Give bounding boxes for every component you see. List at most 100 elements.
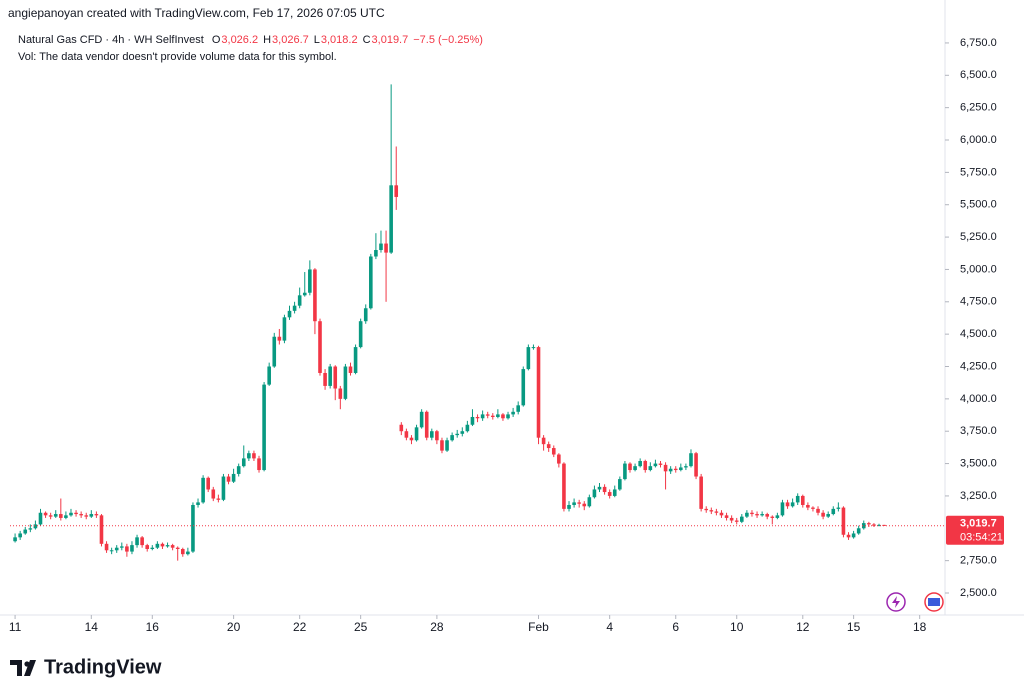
candle-body xyxy=(99,515,104,544)
x-tick-label: 28 xyxy=(430,620,444,634)
candle-body xyxy=(643,460,648,471)
candle-body xyxy=(333,366,338,389)
y-tick-label: 6,500.0 xyxy=(960,69,997,81)
candle-body xyxy=(719,512,724,516)
candle-body xyxy=(160,543,165,547)
candle-body xyxy=(308,269,312,293)
candle-body xyxy=(689,453,693,467)
candle-body xyxy=(211,489,216,499)
candle-body xyxy=(475,416,480,419)
countdown: 03:54:21 xyxy=(960,532,1003,544)
candle-body xyxy=(734,520,739,522)
candle-body xyxy=(460,431,465,434)
logo-mark xyxy=(10,660,36,676)
x-tick-label: 16 xyxy=(146,620,160,634)
x-tick-label: 18 xyxy=(913,620,927,634)
candle-body xyxy=(496,414,500,417)
candle-body xyxy=(551,448,556,455)
candle-body xyxy=(841,507,846,535)
candle-body xyxy=(384,243,388,253)
candle-body xyxy=(541,437,546,445)
candle-body xyxy=(836,507,841,509)
candle-body xyxy=(409,437,414,441)
candle-body xyxy=(424,411,429,438)
candle-body xyxy=(236,466,241,474)
flag-glyph xyxy=(928,598,940,606)
y-tick-label: 3,500.0 xyxy=(960,457,997,469)
candle-body xyxy=(196,502,200,505)
candle-body xyxy=(612,489,617,496)
candle-body xyxy=(328,366,332,386)
candle-body xyxy=(186,551,190,555)
candle-body xyxy=(89,514,94,517)
candle-body xyxy=(582,503,587,507)
candle-body xyxy=(348,366,353,373)
y-tick-label: 2,500.0 xyxy=(960,587,997,599)
candle-body xyxy=(338,388,343,399)
candle-body xyxy=(455,433,460,436)
candle-body xyxy=(816,508,820,513)
candle-body xyxy=(724,515,729,518)
candle-body xyxy=(511,411,515,415)
y-tick-label: 5,750.0 xyxy=(960,166,997,178)
candle-body xyxy=(821,512,825,517)
candle-body xyxy=(785,502,790,507)
candle-body xyxy=(23,529,28,534)
candle-body xyxy=(33,524,38,529)
legend-key: L xyxy=(314,34,320,46)
candle-body xyxy=(430,431,434,438)
candle-body xyxy=(806,504,810,508)
candle-body xyxy=(64,515,68,518)
candle-body xyxy=(216,498,221,500)
y-tick-label: 4,000.0 xyxy=(960,393,997,405)
candle-body xyxy=(557,454,561,464)
candle-body xyxy=(699,476,703,509)
candle-body xyxy=(445,440,449,451)
candle-body xyxy=(536,347,541,438)
candle-body xyxy=(353,347,358,373)
x-tick-label: 22 xyxy=(293,620,307,634)
candle-body xyxy=(379,243,383,251)
candle-body xyxy=(526,347,531,370)
candle-body xyxy=(13,537,17,542)
candle-body xyxy=(770,516,775,518)
candle-body xyxy=(684,466,688,468)
candle-body xyxy=(592,489,597,498)
candle-body xyxy=(780,502,785,516)
candle-body xyxy=(150,547,155,549)
candle-body xyxy=(180,548,185,555)
candle-body xyxy=(521,369,526,406)
candle-body xyxy=(419,411,424,428)
candle-body xyxy=(140,537,144,546)
candle-body xyxy=(877,524,881,526)
candle-body xyxy=(414,427,419,441)
candle-body xyxy=(790,502,795,507)
flash-glyph xyxy=(892,596,900,608)
candle-body xyxy=(628,463,632,471)
y-tick-label: 5,500.0 xyxy=(960,199,997,211)
candle-body xyxy=(226,476,231,482)
last-price-box xyxy=(946,515,1004,545)
candle-body xyxy=(43,512,48,516)
candle-body xyxy=(79,514,83,516)
candle-body xyxy=(318,321,322,373)
candle-body xyxy=(358,321,363,348)
candle-body xyxy=(602,486,607,493)
candle-body xyxy=(607,492,612,496)
x-tick-label: 10 xyxy=(730,620,744,634)
candle-body xyxy=(241,458,246,467)
candle-body xyxy=(267,366,271,385)
candle-body xyxy=(435,431,439,441)
candle-body xyxy=(623,463,627,480)
legend-value: 3,019.7 xyxy=(372,34,409,46)
candle-body xyxy=(745,512,749,517)
candle-body xyxy=(694,453,698,477)
candle-body xyxy=(374,250,378,257)
candle-body xyxy=(831,508,836,515)
candle-body xyxy=(531,347,536,349)
candle-body xyxy=(277,336,282,341)
y-tick-label: 5,000.0 xyxy=(960,263,997,275)
x-tick-label: 11 xyxy=(9,620,22,634)
y-tick-label: 4,250.0 xyxy=(960,360,997,372)
candle-body xyxy=(394,185,399,197)
